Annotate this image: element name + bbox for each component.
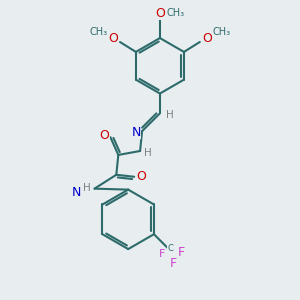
Text: O: O [108,32,118,44]
Text: O: O [136,170,146,183]
Text: C: C [168,244,174,253]
Text: O: O [155,7,165,20]
Text: F: F [178,245,185,259]
Text: N: N [131,126,141,139]
Text: CH₃: CH₃ [89,27,107,37]
Text: O: O [202,32,212,44]
Text: N: N [72,186,81,199]
Text: CH₃: CH₃ [167,8,185,18]
Text: CH₃: CH₃ [212,27,231,37]
Text: O: O [100,129,110,142]
Text: H: H [144,148,152,158]
Text: H: H [83,183,91,193]
Text: H: H [166,110,174,120]
Text: F: F [170,257,177,270]
Text: F: F [159,249,165,259]
